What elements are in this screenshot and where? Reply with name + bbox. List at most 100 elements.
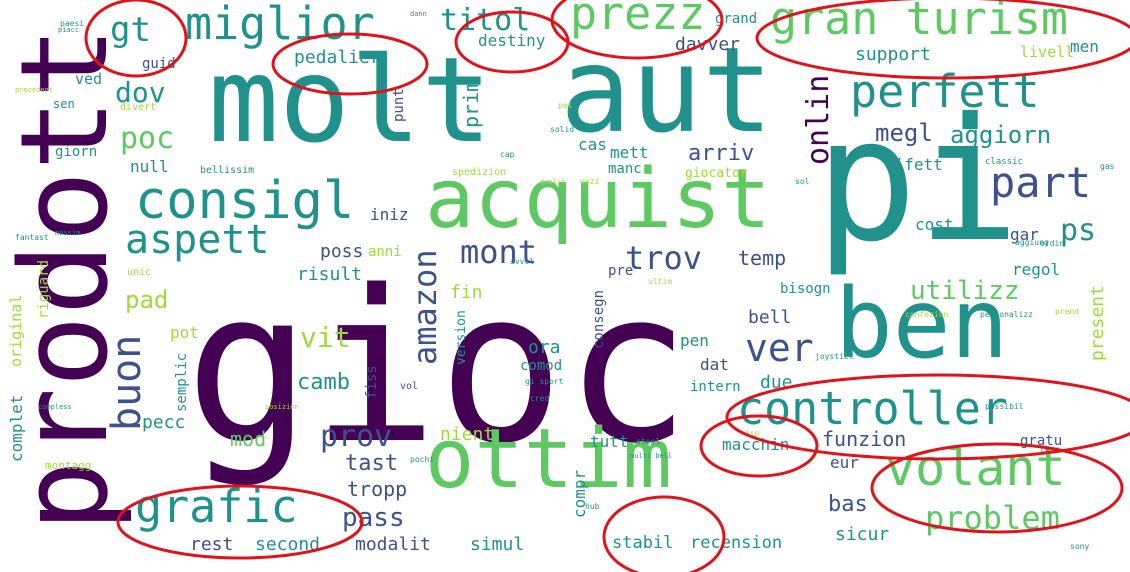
word-vol: vol [400, 381, 419, 392]
word-consigl: consigl [135, 170, 355, 231]
word-trov: trov [625, 238, 703, 277]
word-ora: ora [528, 337, 561, 359]
word-possibil: possibil [985, 402, 1024, 412]
word-arriv: arriv [688, 140, 755, 166]
word-solid: solid [550, 125, 575, 135]
word-utilizz: utilizz [910, 275, 1020, 306]
word-ben: ben [835, 267, 1009, 380]
word-hub: hub [585, 502, 600, 512]
word-guid: guid [142, 56, 176, 73]
word-montagg: montagg [45, 458, 92, 472]
word-onlin: onlin [801, 74, 836, 165]
word-multi-bell: multi bell [630, 451, 673, 460]
word-ved: ved [75, 70, 103, 88]
word-vit: vit [300, 321, 351, 355]
word-prezz: prezz [570, 0, 706, 40]
word-gi-sport: gi sport [525, 377, 564, 387]
word-gas: gas [1100, 162, 1115, 172]
word-ver: ver [745, 326, 814, 371]
word-pre: pre [608, 263, 634, 280]
word-gran-turism: gran turism [770, 0, 1069, 45]
word-regol: regol [1012, 259, 1061, 279]
word-stabil: stabil [612, 532, 674, 553]
word-bell: bell [748, 307, 792, 329]
word-bisogn: bisogn [780, 281, 831, 298]
word-mett: mett [610, 142, 649, 162]
word-fiss: fiss [364, 364, 381, 399]
word-pecc: pecc [142, 412, 186, 434]
word-ultim: ultim [648, 277, 673, 287]
word-prov: prov [320, 419, 393, 454]
word-steel: steel [636, 437, 661, 447]
word-iniz: iniz [370, 204, 409, 224]
word-recension: recension [690, 532, 783, 553]
word-volant: volant [885, 439, 1066, 497]
word-punt: punt [391, 87, 408, 122]
word-pes: pes [558, 101, 573, 111]
word-tutt: tutt [590, 431, 629, 451]
word-sicur: sicur [835, 524, 890, 546]
word-paesi: paesi [60, 19, 85, 29]
word-miglior: miglior [185, 0, 375, 50]
word-support: support [855, 44, 931, 66]
word-pochi: pochi [410, 455, 435, 465]
word-giorn: giorn [55, 144, 98, 161]
word-anni: anni [368, 244, 402, 261]
word-version: version [454, 309, 470, 365]
word-personalizz: personalizz [980, 310, 1033, 320]
word-comod: comod [520, 358, 563, 375]
word-complet: complet [6, 394, 26, 463]
word-massim: massim [55, 228, 81, 237]
word-mod: mod [230, 427, 267, 451]
word-aggiung: aggiung [1015, 238, 1049, 248]
word-tast: tast [345, 450, 398, 476]
word-prim: prim [459, 79, 483, 128]
word-giocator: giocator [685, 166, 748, 182]
word-amazon: amazon [405, 249, 444, 366]
word-unic: unic [127, 267, 152, 278]
word-macchin: macchin [722, 434, 790, 454]
word-fantast: fantast [15, 233, 49, 243]
word-acquist: acquist [425, 151, 771, 247]
word-rest: rest [190, 534, 234, 556]
word-grafic: grafic [135, 480, 298, 533]
word-megl: megl [875, 119, 933, 148]
word-men: men [1070, 36, 1099, 56]
word-pot: pot [170, 322, 199, 342]
word-davver: davver [675, 34, 741, 56]
word-qualit: qualit [540, 177, 566, 186]
word-bellissim: bellissim [200, 165, 255, 176]
word-funzion: funzion [822, 427, 907, 451]
word-present: present [1087, 284, 1109, 361]
word-semplic: semplic [174, 352, 191, 412]
word-pen: pen [680, 330, 709, 350]
word-posizion: posizion [265, 402, 299, 411]
word-manc: manc [608, 161, 642, 178]
word-pezz: pezz [580, 177, 600, 187]
word-second: second [255, 534, 321, 556]
word-dat: dat [700, 354, 729, 374]
word-modalit: modalit [355, 534, 431, 556]
word-pedalier: pedalier [294, 47, 381, 69]
word-riguard: riguard [36, 259, 53, 319]
word-classic: classic [985, 157, 1023, 168]
word-cost: cost [915, 214, 954, 234]
word-sol: sol [795, 177, 810, 187]
word-camb: camb [297, 369, 350, 395]
word-risult: risult [297, 264, 363, 286]
word-joystick: joystick [815, 352, 854, 362]
word-destiny: destiny [478, 30, 546, 50]
word-gar: gar [1010, 224, 1039, 244]
word-gioc: gioc [185, 245, 691, 490]
word-cerc: cerc [1040, 445, 1060, 455]
word-dann: dann [410, 9, 427, 18]
word-aut: aut [560, 21, 774, 160]
word-sen: sen [53, 96, 75, 111]
word-grand: grand [715, 11, 758, 28]
word-prend: prend [1055, 307, 1080, 317]
word-confezion: confezion [905, 310, 949, 320]
word-perfett: perfett [850, 65, 1040, 118]
word-part: part [990, 157, 1092, 207]
word-spedizion: spedizion [452, 167, 507, 178]
word-cred: cred [530, 394, 550, 404]
